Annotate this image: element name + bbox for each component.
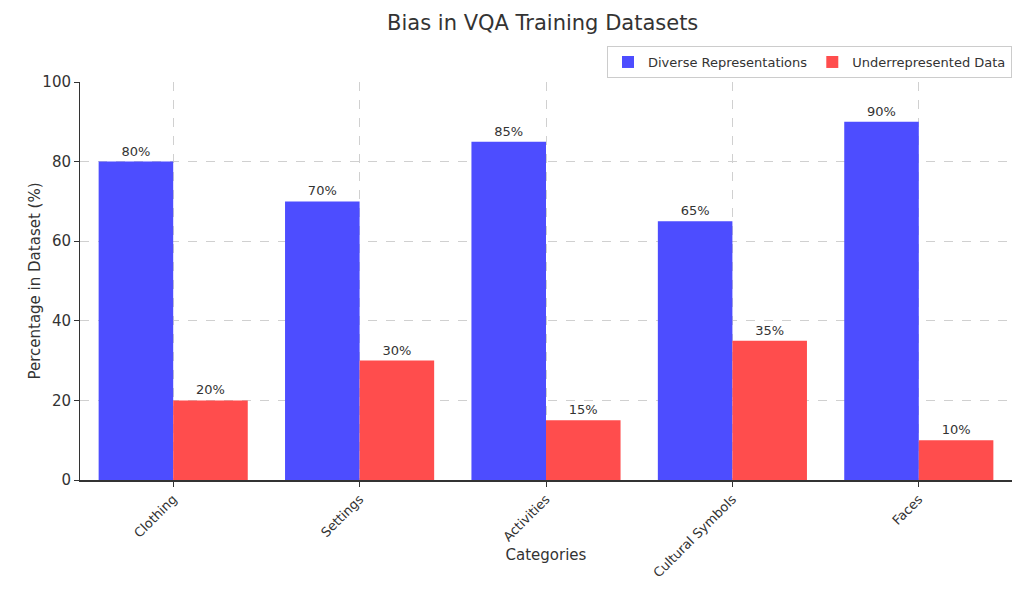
svg-text:20: 20 (52, 392, 71, 410)
svg-text:0: 0 (61, 471, 71, 489)
svg-text:30%: 30% (382, 343, 411, 358)
svg-text:100: 100 (42, 73, 71, 91)
svg-text:80%: 80% (121, 144, 150, 159)
svg-text:Bias in VQA Training Datasets: Bias in VQA Training Datasets (387, 11, 698, 35)
svg-text:15%: 15% (569, 402, 598, 417)
svg-text:Activities: Activities (500, 492, 553, 545)
svg-text:35%: 35% (755, 323, 784, 338)
svg-text:60: 60 (52, 232, 71, 250)
svg-text:90%: 90% (867, 104, 896, 119)
svg-text:Categories: Categories (506, 546, 587, 564)
svg-text:Diverse Representations: Diverse Representations (648, 55, 807, 70)
svg-text:80: 80 (52, 153, 71, 171)
svg-text:10%: 10% (942, 422, 971, 437)
svg-text:65%: 65% (681, 203, 710, 218)
svg-text:Faces: Faces (889, 492, 925, 528)
svg-text:20%: 20% (196, 382, 225, 397)
svg-text:Percentage in Dataset (%): Percentage in Dataset (%) (26, 182, 44, 379)
svg-text:Underrepresented Data: Underrepresented Data (852, 55, 1005, 70)
svg-text:Clothing: Clothing (131, 492, 180, 541)
svg-text:Settings: Settings (318, 492, 366, 540)
svg-text:Cultural Symbols: Cultural Symbols (650, 492, 739, 581)
svg-text:85%: 85% (494, 124, 523, 139)
svg-text:70%: 70% (308, 183, 337, 198)
svg-text:40: 40 (52, 312, 71, 330)
